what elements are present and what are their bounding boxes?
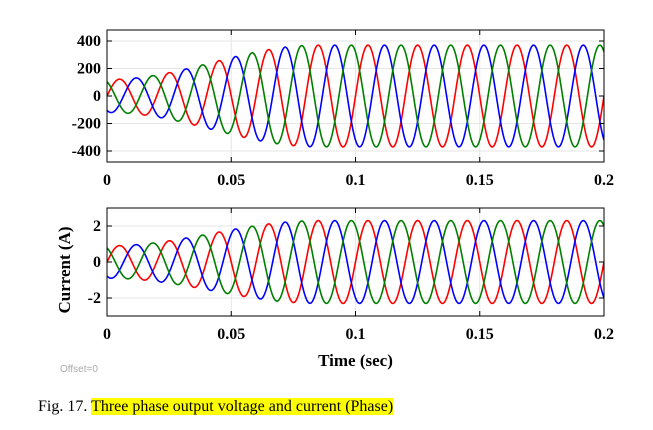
y-tick-label: -200 (72, 116, 101, 133)
x-tick-label: 0.1 (346, 326, 366, 343)
x-tick-label: 0.05 (217, 326, 245, 343)
y-tick-label: 2 (93, 218, 101, 235)
x-tick-label: 0 (103, 326, 111, 343)
series-line-phase-2 (107, 44, 604, 148)
figure-caption: Fig. 17. Three phase output voltage and … (38, 398, 394, 416)
y-tick-label: 400 (77, 33, 101, 50)
x-tick-label: 0 (103, 172, 111, 189)
chart-panel-current: 0 0.05 0.1 0.15 0.2 2 0 -2 Time (sec) Current (A) (55, 207, 614, 370)
series-line-phase-1 (107, 44, 604, 148)
series-line-phase-3 (107, 44, 604, 148)
series-line-phase-3 (107, 219, 604, 305)
x-tick-label: 0.05 (217, 172, 245, 189)
caption-prefix: Fig. 17. (38, 398, 92, 415)
x-axis-title: Time (sec) (318, 351, 393, 370)
x-tick-label: 0.2 (594, 326, 614, 343)
y-tick-label: -2 (88, 290, 101, 307)
offset-label: Offset=0 (60, 364, 98, 375)
y-tick-label: 200 (77, 61, 101, 78)
x-tick-label: 0.2 (594, 172, 614, 189)
x-tick-label: 0.15 (466, 326, 494, 343)
y-axis-title: Current (A) (55, 226, 74, 313)
caption-text: Three phase output voltage and current (… (91, 398, 394, 415)
y-tick-label: -400 (72, 143, 101, 160)
series-line-phase-1 (107, 219, 604, 305)
y-tick-label: 0 (93, 88, 101, 105)
y-tick-label: 0 (93, 254, 101, 271)
x-tick-label: 0.1 (346, 172, 366, 189)
series-line-phase-2 (107, 219, 604, 305)
chart-panel-voltage: 0 0.05 0.1 0.15 0.2 400 200 0 -200 -400 (72, 29, 614, 189)
x-tick-label: 0.15 (466, 172, 494, 189)
